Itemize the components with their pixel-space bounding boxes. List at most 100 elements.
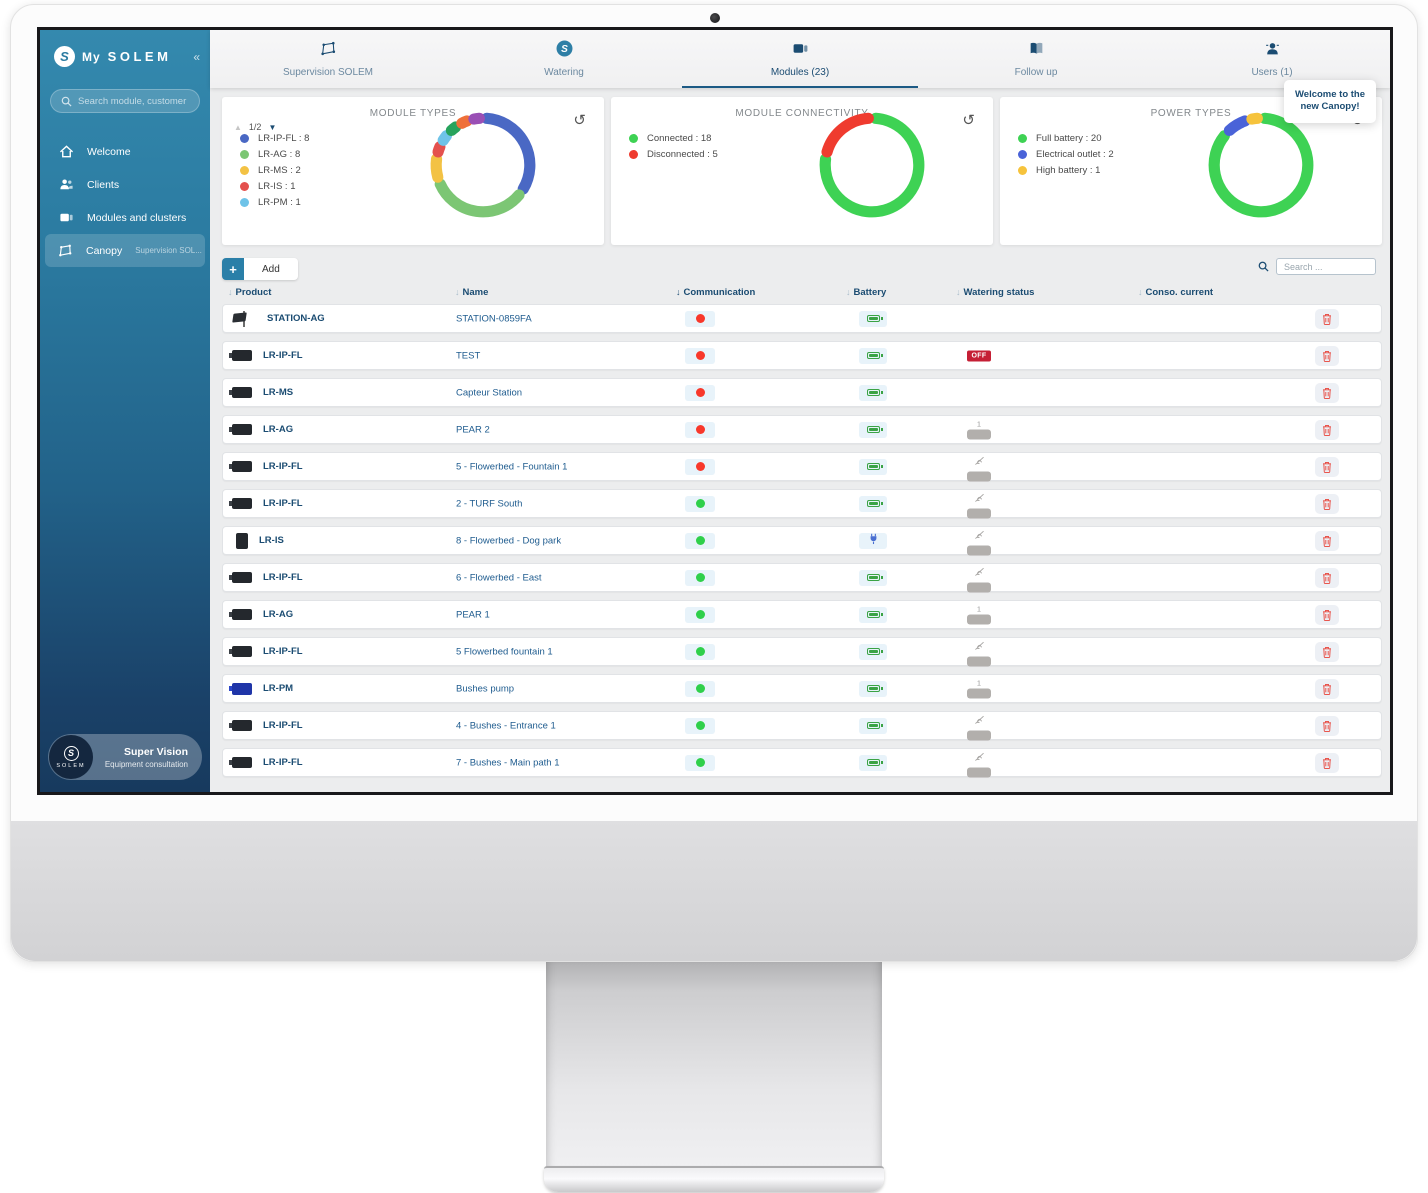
delete-module-button[interactable] [1315, 530, 1339, 551]
tab-modules-23[interactable]: Modules (23) [682, 30, 918, 88]
module-name: 7 - Bushes - Main path 1 [456, 757, 560, 768]
delete-module-button[interactable] [1315, 752, 1339, 773]
table-row[interactable]: LR-IP-FL 7 - Bushes - Main path 1 [222, 748, 1382, 777]
watering-count: 1 [976, 419, 982, 428]
watering-status-pill[interactable] [967, 656, 991, 666]
watering-status-pill[interactable] [967, 767, 991, 777]
donut-segment [434, 178, 525, 218]
sidebar-item-welcome[interactable]: Welcome [40, 135, 210, 168]
table-row[interactable]: LR-IS 8 - Flowerbed - Dog park [222, 526, 1382, 555]
legend-item: LR-IP-FL : 8 [240, 130, 309, 146]
delete-module-button[interactable] [1315, 641, 1339, 662]
app-logo: S My SOLEM « [40, 30, 210, 75]
watering-status-pill[interactable] [967, 582, 991, 592]
tab-supervision-solem[interactable]: Supervision SOLEM [210, 30, 446, 88]
module-name: 2 - TURF South [456, 498, 523, 509]
module-name: PEAR 2 [456, 424, 490, 435]
refresh-icon[interactable]: ↺ [962, 112, 975, 129]
device-photo [229, 757, 252, 768]
battery-status [859, 421, 887, 438]
table-row[interactable]: LR-IP-FL 5 - Flowerbed - Fountain 1 [222, 452, 1382, 481]
column-label: Name [462, 287, 489, 298]
watering-status-pill[interactable] [967, 730, 991, 740]
table-row[interactable]: LR-IP-FL 2 - TURF South [222, 489, 1382, 518]
product-cell: LR-IP-FL [229, 342, 303, 369]
device-photo [229, 424, 252, 435]
tab-follow-up[interactable]: Follow up [918, 30, 1154, 88]
delete-module-button[interactable] [1315, 419, 1339, 440]
communication-status [685, 421, 715, 438]
watering-status-cell [961, 711, 997, 740]
delete-module-button[interactable] [1315, 567, 1339, 588]
column-header-product[interactable]: ↓ Product [228, 287, 271, 298]
table-row[interactable]: LR-PM Bushes pump 1 [222, 674, 1382, 703]
delete-module-button[interactable] [1315, 456, 1339, 477]
tab-label: Users (1) [1251, 67, 1293, 78]
legend-page-up[interactable]: ▲ [234, 122, 242, 132]
table-row[interactable]: LR-MS Capteur Station [222, 378, 1382, 407]
legend-label: LR-IS : 1 [258, 180, 296, 192]
table-row[interactable]: LR-IP-FL 4 - Bushes - Entrance 1 [222, 711, 1382, 740]
module-name: 6 - Flowerbed - East [456, 572, 542, 583]
delete-module-button[interactable] [1315, 345, 1339, 366]
watering-status-pill[interactable] [967, 545, 991, 555]
watering-status-pill[interactable] [967, 471, 991, 481]
communication-connected-dot [695, 610, 705, 619]
sidebar-item-label: Clients [87, 178, 120, 191]
tab-watering[interactable]: S Watering [446, 30, 682, 88]
battery-status [859, 347, 887, 364]
watering-status-pill[interactable] [967, 508, 991, 518]
top-tab-bar: Supervision SOLEM S Watering Modules (23) Fo… [210, 30, 1390, 88]
donut-segment [1223, 115, 1251, 137]
legend-color-dot [1018, 149, 1027, 159]
tab-label: Supervision SOLEM [282, 67, 374, 78]
sidebar-search-input[interactable] [78, 95, 189, 107]
table-row[interactable]: LR-IP-FL 6 - Flowerbed - East [222, 563, 1382, 592]
solem-logo-initial: S [63, 745, 79, 761]
battery-status [859, 717, 887, 734]
delete-module-button[interactable] [1315, 604, 1339, 625]
watering-status-pill[interactable] [967, 688, 991, 698]
legend-color-dot [240, 149, 249, 159]
tab-users-1[interactable]: Users (1) [1154, 30, 1390, 88]
table-row[interactable]: LR-IP-FL TEST OFF [222, 341, 1382, 370]
delete-module-button[interactable] [1315, 308, 1339, 329]
table-row[interactable]: LR-AG PEAR 1 1 [222, 600, 1382, 629]
delete-module-button[interactable] [1315, 493, 1339, 514]
sidebar-item-canopy[interactable]: Canopy Supervision SOL... [45, 234, 205, 267]
add-module-button[interactable]: + Add [222, 258, 298, 280]
collapse-sidebar-button[interactable]: « [193, 49, 200, 64]
sidebar-item-modules-and-clusters[interactable]: Modules and clusters [40, 201, 210, 234]
delete-module-button[interactable] [1315, 382, 1339, 403]
battery-full-icon [866, 722, 883, 729]
sidebar-search[interactable] [50, 89, 200, 113]
product-cell: LR-IP-FL [229, 564, 303, 591]
watering-status-pill[interactable] [967, 429, 991, 439]
profile-card[interactable]: S SOLEM Super Vision Equipment consultat… [48, 734, 202, 780]
legend-page-down[interactable]: ▼ [268, 122, 277, 132]
sidebar-nav: Welcome Clients Modules and clusters Canopy… [40, 135, 210, 267]
table-row[interactable]: STATION-AG STATION-0859FA [222, 304, 1382, 333]
product-name: LR-AG [263, 424, 294, 435]
product-cell: LR-AG [229, 601, 293, 628]
sidebar-item-clients[interactable]: Clients [40, 168, 210, 201]
product-cell: LR-IS [232, 527, 284, 554]
column-header-conso-current[interactable]: ↓ Conso. current [1138, 287, 1213, 298]
table-row[interactable]: LR-AG PEAR 2 1 [222, 415, 1382, 444]
column-label: Battery [853, 287, 887, 298]
delete-module-button[interactable] [1315, 678, 1339, 699]
battery-status [859, 384, 887, 401]
delete-module-button[interactable] [1315, 715, 1339, 736]
add-button-label: Add [244, 258, 298, 280]
column-header-communication[interactable]: ↓ Communication [676, 287, 755, 298]
column-header-battery[interactable]: ↓ Battery [846, 287, 886, 298]
column-header-name[interactable]: ↓ Name [455, 287, 488, 298]
product-cell: LR-IP-FL [229, 712, 303, 739]
main-content: Supervision SOLEM S Watering Modules (23) Fo… [210, 30, 1390, 792]
table-search-input[interactable] [1276, 258, 1376, 275]
column-header-watering-status[interactable]: ↓ Watering status [956, 287, 1034, 298]
table-row[interactable]: LR-IP-FL 5 Flowerbed fountain 1 [222, 637, 1382, 666]
watering-status-pill[interactable] [967, 614, 991, 624]
sidebar-item-suffix: Supervision SOL... [135, 246, 202, 255]
refresh-icon[interactable]: ↺ [573, 112, 586, 129]
